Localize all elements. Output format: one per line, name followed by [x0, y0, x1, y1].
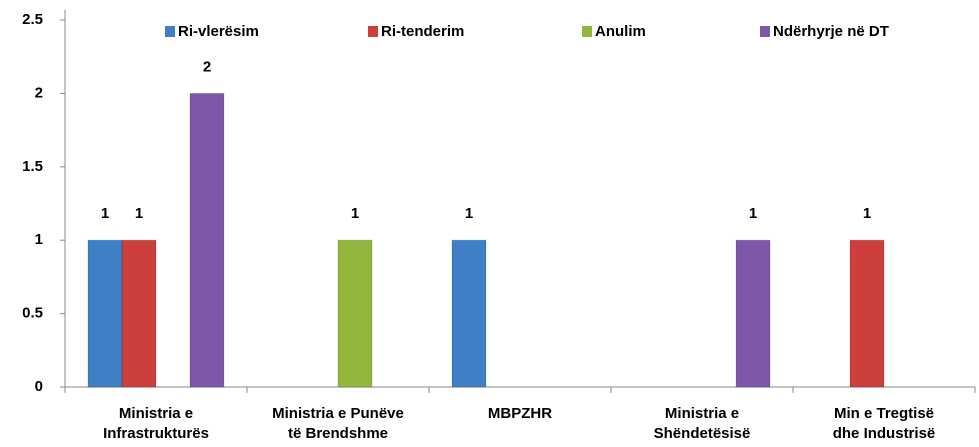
- bar: [337, 239, 373, 388]
- x-tick-label: Shëndetësisë: [654, 425, 751, 442]
- data-label: 1: [351, 205, 359, 222]
- x-tick-label: Ministria e: [665, 405, 739, 422]
- x-tick-label: të Brendshme: [288, 425, 388, 442]
- legend-swatch: [165, 26, 175, 37]
- x-tick-label: Ministria e Punëve: [272, 405, 404, 422]
- legend-label: Ndërhyrje në DT: [773, 23, 889, 40]
- legend-swatch: [368, 26, 378, 37]
- data-label: 1: [101, 205, 109, 222]
- y-tick-label: 2: [35, 84, 43, 101]
- bar: [451, 239, 487, 388]
- legend-label: Ri-vlerësim: [178, 23, 259, 40]
- bar: [849, 239, 885, 388]
- x-tick-label: dhe Industrisë: [833, 425, 936, 442]
- data-label: 2: [203, 58, 211, 75]
- legend-swatch: [760, 26, 770, 37]
- bar: [121, 239, 157, 388]
- y-tick-label: 1.5: [22, 158, 43, 175]
- legend-label: Anulim: [595, 23, 646, 40]
- data-label: 1: [749, 205, 757, 222]
- y-tick-label: 0.5: [22, 305, 43, 322]
- y-tick-label: 2.5: [22, 11, 43, 28]
- data-label: 1: [863, 205, 871, 222]
- y-tick-label: 1: [35, 231, 43, 248]
- bar: [189, 92, 225, 388]
- data-label: 1: [135, 205, 143, 222]
- legend-label: Ri-tenderim: [381, 23, 464, 40]
- bar: [87, 239, 123, 388]
- x-tick-label: Infrastrukturës: [103, 425, 209, 442]
- x-tick-label: Min e Tregtisë: [834, 405, 934, 422]
- x-tick-label: MBPZHR: [488, 405, 552, 422]
- legend-swatch: [582, 26, 592, 37]
- data-label: 1: [465, 205, 473, 222]
- x-tick-label: Ministria e: [119, 405, 193, 422]
- y-tick-label: 0: [35, 378, 43, 395]
- bar: [735, 239, 771, 388]
